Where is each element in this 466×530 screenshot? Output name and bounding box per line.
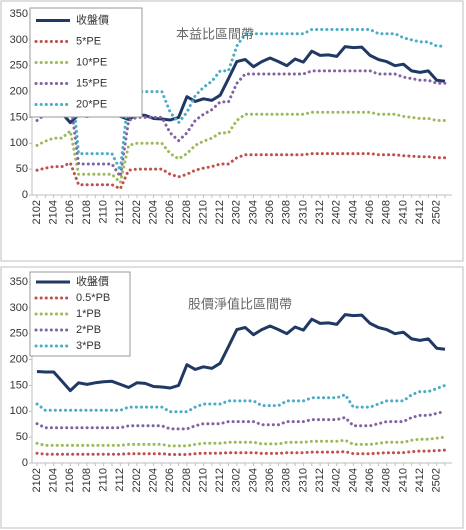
x-tick-label: 2108 <box>81 468 93 492</box>
x-tick-label: 2402 <box>331 468 343 492</box>
chart-title: 本益比區間帶 <box>176 26 254 41</box>
y-tick-label: 300 <box>10 34 28 46</box>
y-tick-label: 50 <box>16 163 28 175</box>
legend-label: 收盤價 <box>76 12 109 26</box>
x-tick-label: 2208 <box>181 468 193 492</box>
x-tick-label: 2112 <box>114 468 126 492</box>
legend-label: 2*PB <box>76 324 101 336</box>
y-tick-label: 100 <box>10 405 28 417</box>
series-line <box>35 69 447 178</box>
x-tick-label: 2302 <box>231 200 243 224</box>
y-tick-label: 300 <box>10 302 28 314</box>
x-tick-label: 2106 <box>64 200 76 224</box>
legend-label: 15*PE <box>76 77 107 89</box>
x-tick-label: 2110 <box>98 468 110 492</box>
y-tick-label: 0 <box>22 189 28 201</box>
x-tick-label: 2212 <box>214 200 226 224</box>
y-tick-label: 150 <box>10 111 28 123</box>
series-line <box>35 435 447 448</box>
x-tick-label: 2304 <box>247 200 259 224</box>
x-tick-label: 2112 <box>114 200 126 224</box>
series-line <box>35 152 447 191</box>
x-tick-label: 2408 <box>381 468 393 492</box>
y-tick-label: 200 <box>10 85 28 97</box>
y-tick-label: 350 <box>10 8 28 20</box>
series-line <box>35 110 447 185</box>
x-tick-label: 2310 <box>297 468 309 492</box>
legend-label: 3*PB <box>76 340 101 352</box>
x-tick-label: 2104 <box>48 468 60 492</box>
y-tick-label: 250 <box>10 328 28 340</box>
x-tick-label: 2306 <box>264 200 276 224</box>
legend-label: 收盤價 <box>76 274 109 288</box>
x-tick-label: 2102 <box>31 468 43 492</box>
x-tick-label: 2206 <box>164 200 176 224</box>
series-line <box>35 448 447 456</box>
x-tick-label: 2306 <box>264 468 276 492</box>
chart-title: 股價淨值比區間帶 <box>188 296 292 311</box>
x-tick-label: 2412 <box>414 468 426 492</box>
x-tick-label: 2412 <box>414 200 426 224</box>
x-tick-label: 2404 <box>347 200 359 224</box>
x-tick-label: 2204 <box>147 200 159 224</box>
x-tick-label: 2304 <box>247 468 259 492</box>
legend-label: 20*PE <box>76 98 107 110</box>
x-tick-label: 2502 <box>431 468 443 492</box>
x-tick-label: 2106 <box>64 468 76 492</box>
y-tick-label: 150 <box>10 379 28 391</box>
x-tick-label: 2406 <box>364 468 376 492</box>
legend-label: 10*PE <box>76 56 107 68</box>
series-line <box>35 409 447 431</box>
x-tick-label: 2310 <box>297 200 309 224</box>
x-tick-label: 2308 <box>281 200 293 224</box>
legend-label: 5*PE <box>76 35 101 47</box>
x-tick-label: 2210 <box>197 200 209 224</box>
x-tick-label: 2104 <box>48 200 60 224</box>
x-tick-label: 2108 <box>81 200 93 224</box>
legend-label: 1*PB <box>76 308 101 320</box>
x-tick-label: 2408 <box>381 200 393 224</box>
x-tick-label: 2308 <box>281 468 293 492</box>
legend-label: 0.5*PB <box>76 292 110 304</box>
x-tick-label: 2312 <box>314 200 326 224</box>
x-tick-label: 2402 <box>331 200 343 224</box>
y-tick-label: 100 <box>10 137 28 149</box>
x-tick-label: 2206 <box>164 468 176 492</box>
x-tick-label: 2204 <box>147 468 159 492</box>
x-tick-label: 2406 <box>364 200 376 224</box>
x-tick-label: 2208 <box>181 200 193 224</box>
legend <box>29 271 131 357</box>
x-tick-label: 2212 <box>214 468 226 492</box>
x-tick-label: 2302 <box>231 468 243 492</box>
x-tick-label: 2210 <box>197 468 209 492</box>
x-tick-label: 2202 <box>131 200 143 224</box>
x-tick-label: 2502 <box>431 200 443 224</box>
series-line <box>36 313 446 393</box>
series-line <box>35 383 447 414</box>
x-tick-label: 2410 <box>397 200 409 224</box>
y-tick-label: 200 <box>10 353 28 365</box>
x-tick-label: 2312 <box>314 468 326 492</box>
x-tick-label: 2410 <box>397 468 409 492</box>
series-line <box>35 28 447 172</box>
legend <box>29 7 143 118</box>
x-tick-label: 2110 <box>98 200 110 224</box>
y-tick-label: 250 <box>10 60 28 72</box>
y-tick-label: 350 <box>10 276 28 288</box>
y-tick-label: 50 <box>16 431 28 443</box>
x-tick-label: 2404 <box>347 468 359 492</box>
y-tick-label: 0 <box>22 457 28 469</box>
x-tick-label: 2202 <box>131 468 143 492</box>
x-tick-label: 2102 <box>31 200 43 224</box>
